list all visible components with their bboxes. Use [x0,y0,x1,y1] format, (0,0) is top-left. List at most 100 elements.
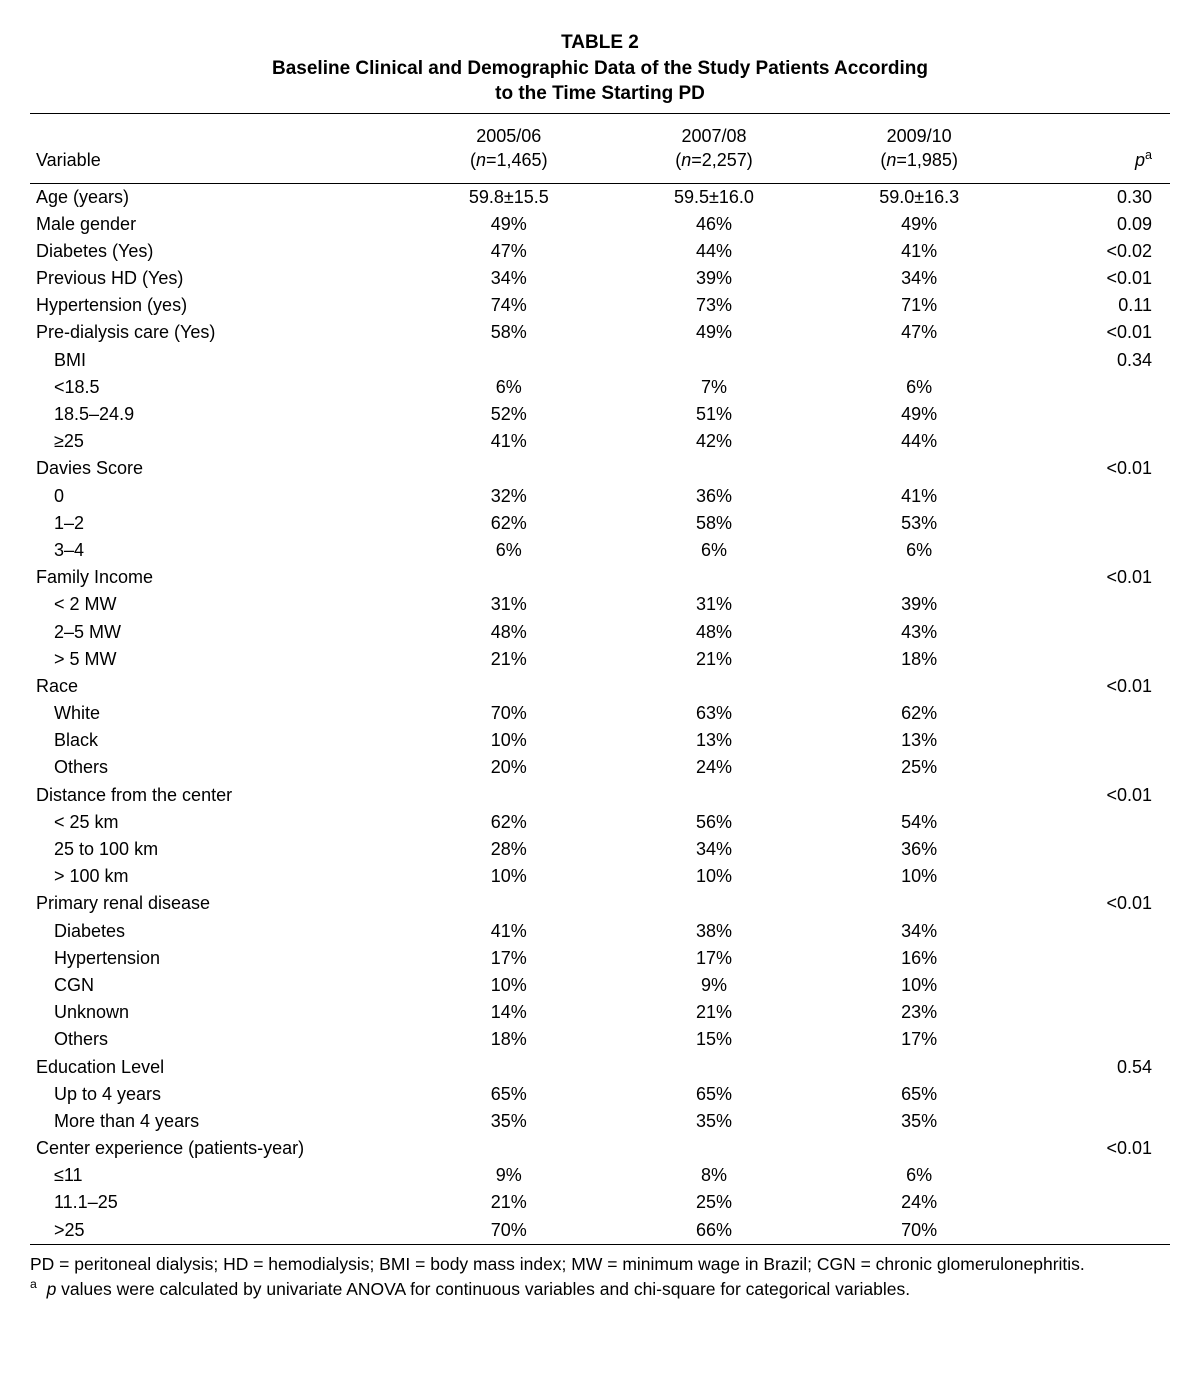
row-value: 59.5±16.0 [611,183,816,211]
row-value: 63% [611,700,816,727]
table-row: Hypertension17%17%16% [30,945,1170,972]
table-row: < 25 km62%56%54% [30,809,1170,836]
row-value: 41% [406,428,611,455]
row-value: 21% [611,646,816,673]
row-value: 43% [817,619,1022,646]
row-p-value [1022,1162,1170,1189]
table-row: Up to 4 years65%65%65% [30,1081,1170,1108]
table-body: Age (years)59.8±15.559.5±16.059.0±16.30.… [30,183,1170,1244]
row-value: 23% [817,999,1022,1026]
row-value: 6% [611,537,816,564]
row-value [406,564,611,591]
row-p-value [1022,809,1170,836]
row-label: Others [30,1026,406,1053]
row-label: 3–4 [30,537,406,564]
header-variable: Variable [30,113,406,183]
row-value [817,890,1022,917]
row-p-value: <0.01 [1022,890,1170,917]
row-value: 48% [406,619,611,646]
table-row: 18.5–24.952%51%49% [30,401,1170,428]
row-p-value: <0.02 [1022,238,1170,265]
row-value: 9% [406,1162,611,1189]
row-p-value: 0.09 [1022,211,1170,238]
row-value [817,455,1022,482]
table-caption: TABLE 2 Baseline Clinical and Demographi… [30,30,1170,107]
row-p-value [1022,945,1170,972]
row-label: 2–5 MW [30,619,406,646]
row-value: 49% [817,211,1022,238]
row-label: 11.1–25 [30,1189,406,1216]
table-row: More than 4 years35%35%35% [30,1108,1170,1135]
row-value [611,1054,816,1081]
table-row: Family Income<0.01 [30,564,1170,591]
row-value: 8% [611,1162,816,1189]
row-value [611,1135,816,1162]
row-value: 18% [817,646,1022,673]
row-value: 41% [817,483,1022,510]
row-value: 34% [406,265,611,292]
table-row: Others18%15%17% [30,1026,1170,1053]
row-value: 6% [406,537,611,564]
row-value: 65% [611,1081,816,1108]
row-value: 46% [611,211,816,238]
table-row: Primary renal disease <0.01 [30,890,1170,917]
table-row: < 2 MW31%31%39% [30,591,1170,618]
row-p-value [1022,1108,1170,1135]
row-value: 31% [611,591,816,618]
row-p-value: 0.34 [1022,347,1170,374]
table-row: 032%36%41% [30,483,1170,510]
row-value: 21% [406,1189,611,1216]
table-title-line-1: Baseline Clinical and Demographic Data o… [30,56,1170,82]
header-row: Variable 2005/06 (n=1,465) 2007/08 (n=2,… [30,113,1170,183]
row-value [406,1054,611,1081]
table-row: BMI0.34 [30,347,1170,374]
row-value: 10% [406,863,611,890]
row-value: 66% [611,1217,816,1245]
row-label: Education Level [30,1054,406,1081]
row-label: Up to 4 years [30,1081,406,1108]
row-label: Distance from the center [30,782,406,809]
row-p-value [1022,836,1170,863]
row-label: Davies Score [30,455,406,482]
table-row: Others20%24%25% [30,754,1170,781]
row-value: 13% [611,727,816,754]
row-value: 34% [611,836,816,863]
row-p-value [1022,1189,1170,1216]
table-row: Black10%13%13% [30,727,1170,754]
table-row: Previous HD (Yes)34%39%34%<0.01 [30,265,1170,292]
row-value: 34% [817,265,1022,292]
row-p-value: <0.01 [1022,564,1170,591]
row-p-value [1022,700,1170,727]
row-value: 41% [406,918,611,945]
row-label: ≥25 [30,428,406,455]
row-p-value [1022,483,1170,510]
row-label: Primary renal disease [30,890,406,917]
row-label: Race [30,673,406,700]
row-label: More than 4 years [30,1108,406,1135]
row-p-value [1022,510,1170,537]
table-row: <18.56%7%6% [30,374,1170,401]
table-row: Age (years)59.8±15.559.5±16.059.0±16.30.… [30,183,1170,211]
table-row: 25 to 100 km28%34%36% [30,836,1170,863]
row-value: 70% [817,1217,1022,1245]
row-value: 21% [406,646,611,673]
row-value: 17% [611,945,816,972]
row-value: 25% [611,1189,816,1216]
row-p-value [1022,374,1170,401]
row-label: Others [30,754,406,781]
row-label: > 5 MW [30,646,406,673]
row-value: 16% [817,945,1022,972]
row-p-value [1022,999,1170,1026]
row-value [817,1135,1022,1162]
row-value: 10% [817,972,1022,999]
row-value [817,782,1022,809]
table-row: 2–5 MW48%48%43% [30,619,1170,646]
row-value: 52% [406,401,611,428]
row-value: 47% [406,238,611,265]
row-value: 6% [817,374,1022,401]
row-value [611,564,816,591]
row-value [611,782,816,809]
row-value: 18% [406,1026,611,1053]
row-value [817,1054,1022,1081]
row-value [817,673,1022,700]
